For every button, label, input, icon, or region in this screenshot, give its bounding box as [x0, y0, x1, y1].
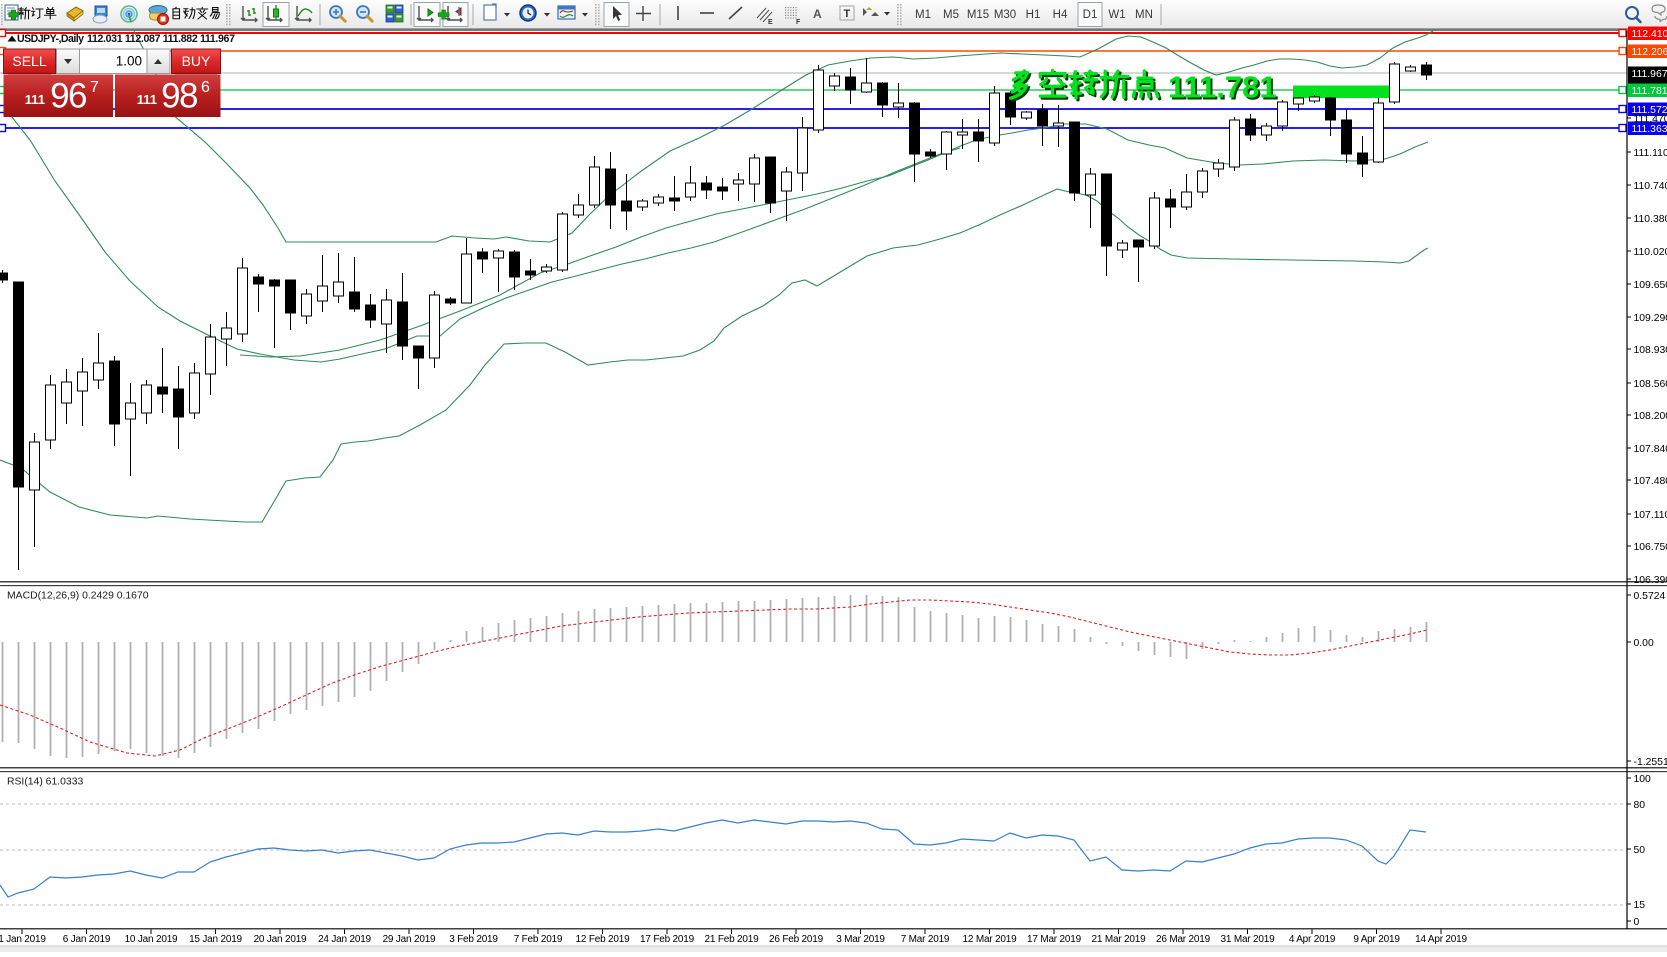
svg-text:21 Feb 2019: 21 Feb 2019 [705, 934, 760, 945]
svg-text:110.380: 110.380 [1634, 214, 1667, 225]
svg-text:26 Mar 2019: 26 Mar 2019 [1156, 934, 1211, 945]
svg-text:96: 96 [50, 77, 86, 116]
svg-text:6: 6 [201, 79, 210, 96]
svg-text:T: T [844, 8, 851, 20]
svg-text:17 Feb 2019: 17 Feb 2019 [640, 934, 695, 945]
svg-text:17 Mar 2019: 17 Mar 2019 [1027, 934, 1082, 945]
svg-text:0.00: 0.00 [1634, 638, 1654, 649]
svg-text:111.110: 111.110 [1634, 148, 1667, 159]
svg-text:M30: M30 [994, 9, 1016, 21]
svg-text:W1: W1 [1108, 9, 1125, 21]
svg-text:6 Jan 2019: 6 Jan 2019 [63, 934, 111, 945]
svg-text:108.200: 108.200 [1634, 411, 1667, 422]
svg-text:111.781: 111.781 [1168, 70, 1277, 105]
svg-text:12 Mar 2019: 12 Mar 2019 [963, 934, 1018, 945]
svg-text:31 Mar 2019: 31 Mar 2019 [1221, 934, 1276, 945]
svg-text:50: 50 [1634, 845, 1646, 856]
svg-text:SELL: SELL [12, 53, 46, 69]
svg-text:107.110: 107.110 [1634, 510, 1667, 521]
svg-text:109.290: 109.290 [1634, 313, 1667, 324]
svg-text:107.840: 107.840 [1634, 444, 1667, 455]
svg-text:106.750: 106.750 [1634, 542, 1667, 553]
svg-text:M15: M15 [967, 9, 989, 21]
svg-text:20 Jan 2019: 20 Jan 2019 [254, 934, 307, 945]
svg-text:108.930: 108.930 [1634, 345, 1667, 356]
svg-text:109.650: 109.650 [1634, 280, 1667, 291]
svg-text:H1: H1 [1026, 9, 1041, 21]
svg-text:21 Mar 2019: 21 Mar 2019 [1092, 934, 1147, 945]
svg-text:111.470: 111.470 [1634, 114, 1667, 125]
svg-text:F: F [796, 19, 801, 26]
svg-text:112.206: 112.206 [1632, 47, 1667, 58]
svg-text:MACD(12,26,9) 0.2429 0.1670: MACD(12,26,9) 0.2429 0.1670 [7, 591, 149, 602]
svg-text:H4: H4 [1053, 9, 1068, 21]
svg-text:15: 15 [1634, 900, 1646, 911]
svg-text:0.5724: 0.5724 [1634, 591, 1666, 602]
svg-text:0: 0 [1634, 917, 1640, 928]
svg-text:110.740: 110.740 [1634, 181, 1667, 192]
svg-text:110.020: 110.020 [1634, 247, 1667, 258]
svg-text:100: 100 [1634, 774, 1652, 785]
svg-text:M1: M1 [915, 9, 931, 21]
svg-text:7 Feb 2019: 7 Feb 2019 [514, 934, 563, 945]
svg-text:USDJPY-,Daily: USDJPY-,Daily [17, 33, 84, 45]
svg-text:3 Feb 2019: 3 Feb 2019 [449, 934, 498, 945]
svg-text:RSI(14) 61.0333: RSI(14) 61.0333 [7, 777, 83, 788]
svg-text:-1.2551: -1.2551 [1634, 757, 1667, 768]
svg-text:E: E [768, 19, 773, 26]
svg-text:24 Jan 2019: 24 Jan 2019 [318, 934, 371, 945]
svg-text:111.967: 111.967 [1632, 69, 1667, 80]
svg-text:111: 111 [25, 92, 45, 107]
svg-text:4 Apr 2019: 4 Apr 2019 [1289, 934, 1336, 945]
svg-text:29 Jan 2019: 29 Jan 2019 [383, 934, 436, 945]
svg-text:MN: MN [1135, 9, 1153, 21]
svg-text:3 Mar 2019: 3 Mar 2019 [836, 934, 885, 945]
svg-text:1 Jan 2019: 1 Jan 2019 [0, 934, 46, 945]
svg-text:15 Jan 2019: 15 Jan 2019 [189, 934, 242, 945]
svg-text:26 Feb 2019: 26 Feb 2019 [769, 934, 824, 945]
svg-text:M5: M5 [943, 9, 959, 21]
svg-text:14 Apr 2019: 14 Apr 2019 [1415, 934, 1467, 945]
svg-text:111: 111 [137, 92, 157, 107]
svg-text:12 Feb 2019: 12 Feb 2019 [576, 934, 631, 945]
svg-text:BUY: BUY [182, 53, 211, 69]
svg-text:1.00: 1.00 [116, 54, 142, 69]
svg-text:A: A [813, 7, 822, 21]
svg-text:9 Apr 2019: 9 Apr 2019 [1353, 934, 1400, 945]
svg-text:10 Jan 2019: 10 Jan 2019 [125, 934, 178, 945]
svg-text:111.781: 111.781 [1632, 86, 1667, 97]
svg-text:111.363: 111.363 [1632, 124, 1667, 135]
svg-text:107.480: 107.480 [1634, 476, 1667, 487]
svg-text:106.390: 106.390 [1634, 575, 1667, 586]
svg-text:112.410: 112.410 [1632, 29, 1667, 40]
svg-text:98: 98 [161, 77, 197, 116]
svg-text:80: 80 [1634, 800, 1646, 811]
svg-text:108.560: 108.560 [1634, 379, 1667, 390]
svg-text:7: 7 [90, 79, 99, 96]
svg-text:7 Mar 2019: 7 Mar 2019 [901, 934, 950, 945]
svg-text:D1: D1 [1083, 9, 1098, 21]
svg-text:112.031 112.087 111.882 111.96: 112.031 112.087 111.882 111.967 [87, 33, 235, 45]
